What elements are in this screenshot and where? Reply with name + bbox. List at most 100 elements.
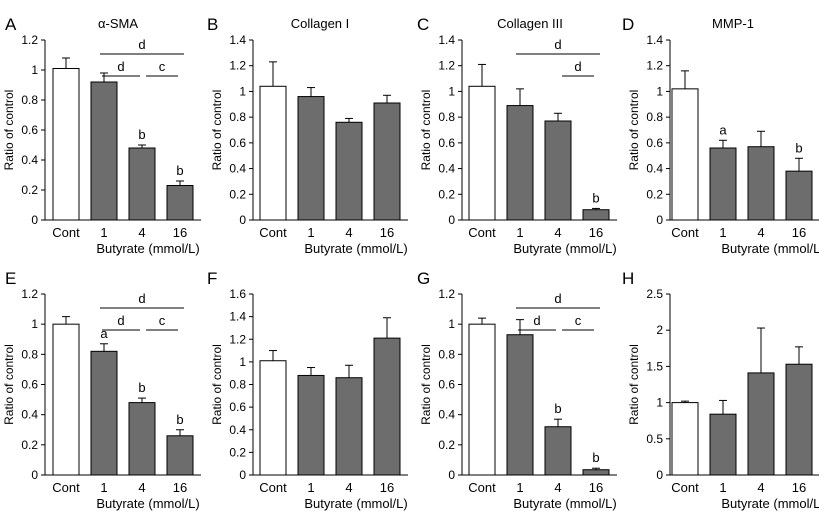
y-tick-label: 1 <box>656 84 663 98</box>
x-tick-label: 16 <box>173 480 187 495</box>
x-axis-label: Butyrate (mmol/L) <box>721 496 819 511</box>
y-tick-label: 0 <box>31 468 38 482</box>
x-axis-label: Butyrate (mmol/L) <box>721 241 819 256</box>
bar <box>373 102 401 221</box>
y-tick-label: 0.8 <box>229 110 246 124</box>
y-tick-label: 2.5 <box>646 287 663 301</box>
y-axis-label: Ratio of control <box>2 344 16 425</box>
significance-letter: a <box>719 122 727 137</box>
y-tick-label: 1.2 <box>21 33 38 47</box>
bar <box>671 88 699 221</box>
y-tick-label: 0.2 <box>229 187 246 201</box>
significance-letter: a <box>100 326 108 341</box>
y-tick-label: 0 <box>239 213 246 227</box>
y-axis-label: Ratio of control <box>419 344 433 425</box>
y-tick-label: 0.6 <box>438 136 455 150</box>
y-tick-label: 1 <box>448 317 455 331</box>
bar <box>506 105 534 221</box>
panel-letter: G <box>417 269 430 288</box>
y-tick-label: 1.6 <box>229 287 246 301</box>
y-tick-label: 1.4 <box>229 310 246 324</box>
x-tick-label: Cont <box>52 480 80 495</box>
y-tick-label: 1 <box>239 355 246 369</box>
y-tick-label: 0.8 <box>646 110 663 124</box>
x-tick-label: 16 <box>792 480 806 495</box>
x-tick-label: 4 <box>554 480 561 495</box>
x-tick-label: Cont <box>468 225 496 240</box>
x-axis-label: Butyrate (mmol/L) <box>96 241 199 256</box>
y-tick-label: 1.2 <box>229 332 246 346</box>
x-tick-label: 4 <box>757 225 764 240</box>
x-tick-label: Cont <box>259 480 287 495</box>
y-tick-label: 0.8 <box>438 110 455 124</box>
x-tick-label: 16 <box>173 225 187 240</box>
significance-letter: b <box>592 450 599 465</box>
bar <box>373 337 401 476</box>
panel-title: α-SMA <box>98 16 138 31</box>
significance-letter: b <box>138 127 145 142</box>
y-tick-label: 0.2 <box>438 187 455 201</box>
panel-letter: E <box>5 269 16 288</box>
significance-letter: b <box>138 380 145 395</box>
y-tick-label: 0.8 <box>229 378 246 392</box>
y-tick-label: 1 <box>239 84 246 98</box>
y-axis-label: Ratio of control <box>419 90 433 171</box>
x-tick-label: 4 <box>554 225 561 240</box>
y-tick-label: 0 <box>31 213 38 227</box>
significance-bracket-label: d <box>574 59 581 74</box>
y-tick-label: 0.4 <box>646 162 663 176</box>
x-tick-label: Cont <box>671 225 699 240</box>
x-tick-label: 4 <box>757 480 764 495</box>
y-tick-label: 0 <box>448 213 455 227</box>
y-axis-label: Ratio of control <box>2 90 16 171</box>
x-tick-label: 16 <box>589 480 603 495</box>
x-tick-label: 16 <box>380 480 394 495</box>
y-tick-label: 1.2 <box>646 59 663 73</box>
y-tick-label: 0.4 <box>229 162 246 176</box>
panel-g: G 0 0.2 0.4 0.6 0.8 1 1.2 Ratio of control Cont 1 4… <box>417 269 617 511</box>
bar <box>90 350 118 476</box>
panel-f: F 0 0.2 0.4 0.6 0.8 1 1.2 1.4 1.6 Ratio of control… <box>207 269 408 511</box>
y-tick-label: 0.5 <box>646 432 663 446</box>
y-tick-label: 0.4 <box>21 153 38 167</box>
bar <box>506 334 534 476</box>
x-axis-label: Butyrate (mmol/L) <box>513 496 616 511</box>
panel-title: Collagen I <box>291 16 350 31</box>
bar <box>90 81 118 221</box>
panel-e: E 0 0.2 0.4 0.6 0.8 1 1.2 Ratio of control Cont 1 a… <box>2 269 201 511</box>
x-tick-label: Cont <box>671 480 699 495</box>
bar <box>128 402 156 476</box>
bar <box>709 413 737 476</box>
bar <box>544 426 572 476</box>
x-tick-label: 4 <box>345 225 352 240</box>
y-tick-label: 1 <box>656 396 663 410</box>
bar <box>297 374 325 476</box>
y-tick-label: 1.2 <box>229 59 246 73</box>
x-tick-label: Cont <box>259 225 287 240</box>
x-tick-label: Cont <box>468 480 496 495</box>
y-tick-label: 1 <box>448 84 455 98</box>
bar <box>166 185 194 221</box>
y-tick-label: 1.4 <box>646 33 663 47</box>
y-tick-label: 0.4 <box>438 408 455 422</box>
bar <box>785 363 813 476</box>
significance-bracket-label: c <box>575 313 582 328</box>
x-tick-label: 16 <box>792 225 806 240</box>
panel-title: Collagen III <box>497 16 563 31</box>
y-tick-label: 2 <box>656 323 663 337</box>
y-tick-label: 0.2 <box>21 183 38 197</box>
panel-h: H 0 0.5 1 1.5 2 2.5 Ratio of control Cont 1 4 16But… <box>622 269 819 511</box>
bar <box>52 68 80 221</box>
panel-d: D MMP-1 0 0.2 0.4 0.6 0.8 1 1.2 1.4 Ratio of contr… <box>622 15 819 256</box>
panel-title: MMP-1 <box>712 16 754 31</box>
bar <box>671 402 699 476</box>
x-tick-label: 4 <box>345 480 352 495</box>
y-tick-label: 0.4 <box>21 408 38 422</box>
x-tick-label: 16 <box>589 225 603 240</box>
y-tick-label: 0 <box>656 468 663 482</box>
panel-letter: B <box>207 15 218 34</box>
x-tick-label: 1 <box>516 225 523 240</box>
significance-bracket-label: d <box>554 291 561 306</box>
